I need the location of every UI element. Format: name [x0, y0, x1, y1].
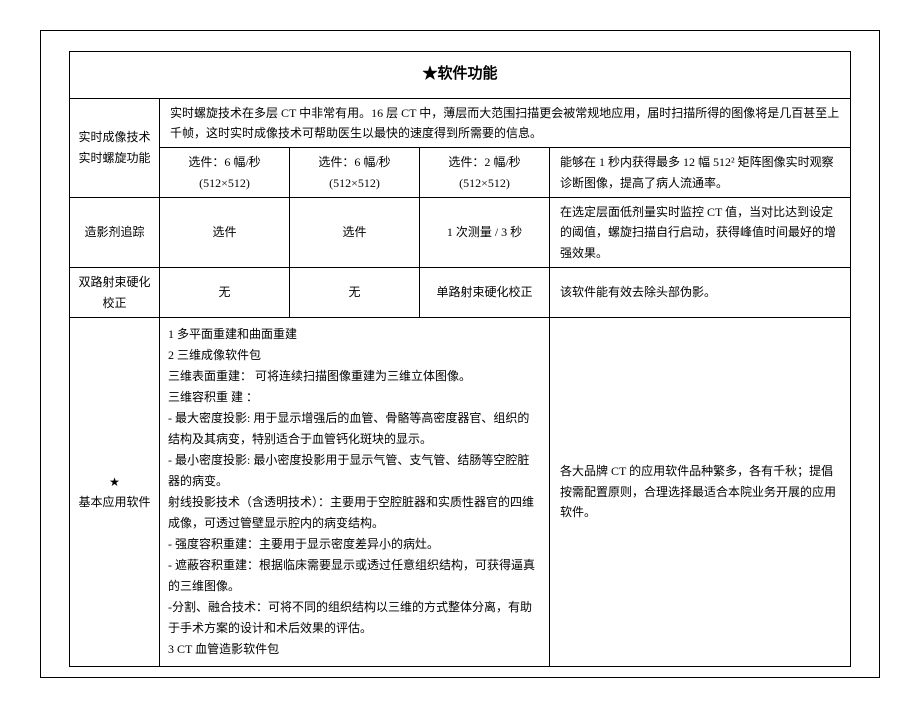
row2-cell-a: 选件: [160, 198, 290, 268]
row-contrast-tracking: 造影剂追踪 选件 选件 1 次测量 / 3 秒 在选定层面低剂量实时监控 CT …: [70, 198, 851, 268]
row3-cell-a: 无: [160, 268, 290, 318]
row1-cell-c: 选件：2 幅/秒 (512×512): [420, 148, 550, 198]
row1-cell-d: 能够在 1 秒内获得最多 12 幅 512² 矩阵图像实时观察诊断图像，提高了病…: [550, 148, 851, 198]
row2-label: 造影剂追踪: [70, 198, 160, 268]
table-title: ★软件功能: [70, 52, 851, 99]
row2-cell-c: 1 次测量 / 3 秒: [420, 198, 550, 268]
row1-span-text: 实时螺旋技术在多层 CT 中非常有用。16 层 CT 中，薄层而大范围扫描更会被…: [160, 98, 851, 148]
row-realtime-cells: 选件：6 幅/秒 (512×512) 选件：6 幅/秒 (512×512) 选件…: [70, 148, 851, 198]
row4-star: ★: [76, 472, 153, 492]
row-realtime-span: 实时成像技术 实时螺旋功能 实时螺旋技术在多层 CT 中非常有用。16 层 CT…: [70, 98, 851, 148]
row3-cell-b: 无: [290, 268, 420, 318]
row4-software-text: 1 多平面重建和曲面重建 2 三维成像软件包 三维表面重建： 可将连续扫描图像重…: [160, 318, 550, 667]
row-beam-hardening: 双路射束硬化 校正 无 无 单路射束硬化校正 该软件能有效去除头部伪影。: [70, 268, 851, 318]
row3-label: 双路射束硬化 校正: [70, 268, 160, 318]
row3-cell-d: 该软件能有效去除头部伪影。: [550, 268, 851, 318]
row4-cell-d: 各大品牌 CT 的应用软件品种繁多，各有千秋；提倡按需配置原则，合理选择最适合本…: [550, 318, 851, 667]
row3-cell-c: 单路射束硬化校正: [420, 268, 550, 318]
row1-cell-a: 选件：6 幅/秒 (512×512): [160, 148, 290, 198]
row-basic-software: ★ 基本应用软件 1 多平面重建和曲面重建 2 三维成像软件包 三维表面重建： …: [70, 318, 851, 667]
page-container: ★软件功能 实时成像技术 实时螺旋功能 实时螺旋技术在多层 CT 中非常有用。1…: [40, 30, 880, 678]
title-row: ★软件功能: [70, 52, 851, 99]
software-table: ★软件功能 实时成像技术 实时螺旋功能 实时螺旋技术在多层 CT 中非常有用。1…: [69, 51, 851, 667]
row1-cell-b: 选件：6 幅/秒 (512×512): [290, 148, 420, 198]
row2-cell-b: 选件: [290, 198, 420, 268]
row2-cell-d: 在选定层面低剂量实时监控 CT 值，当对比达到设定的阈值，螺旋扫描自行启动，获得…: [550, 198, 851, 268]
row4-label: ★ 基本应用软件: [70, 318, 160, 667]
row1-label: 实时成像技术 实时螺旋功能: [70, 98, 160, 198]
row4-label-text: 基本应用软件: [76, 492, 153, 512]
